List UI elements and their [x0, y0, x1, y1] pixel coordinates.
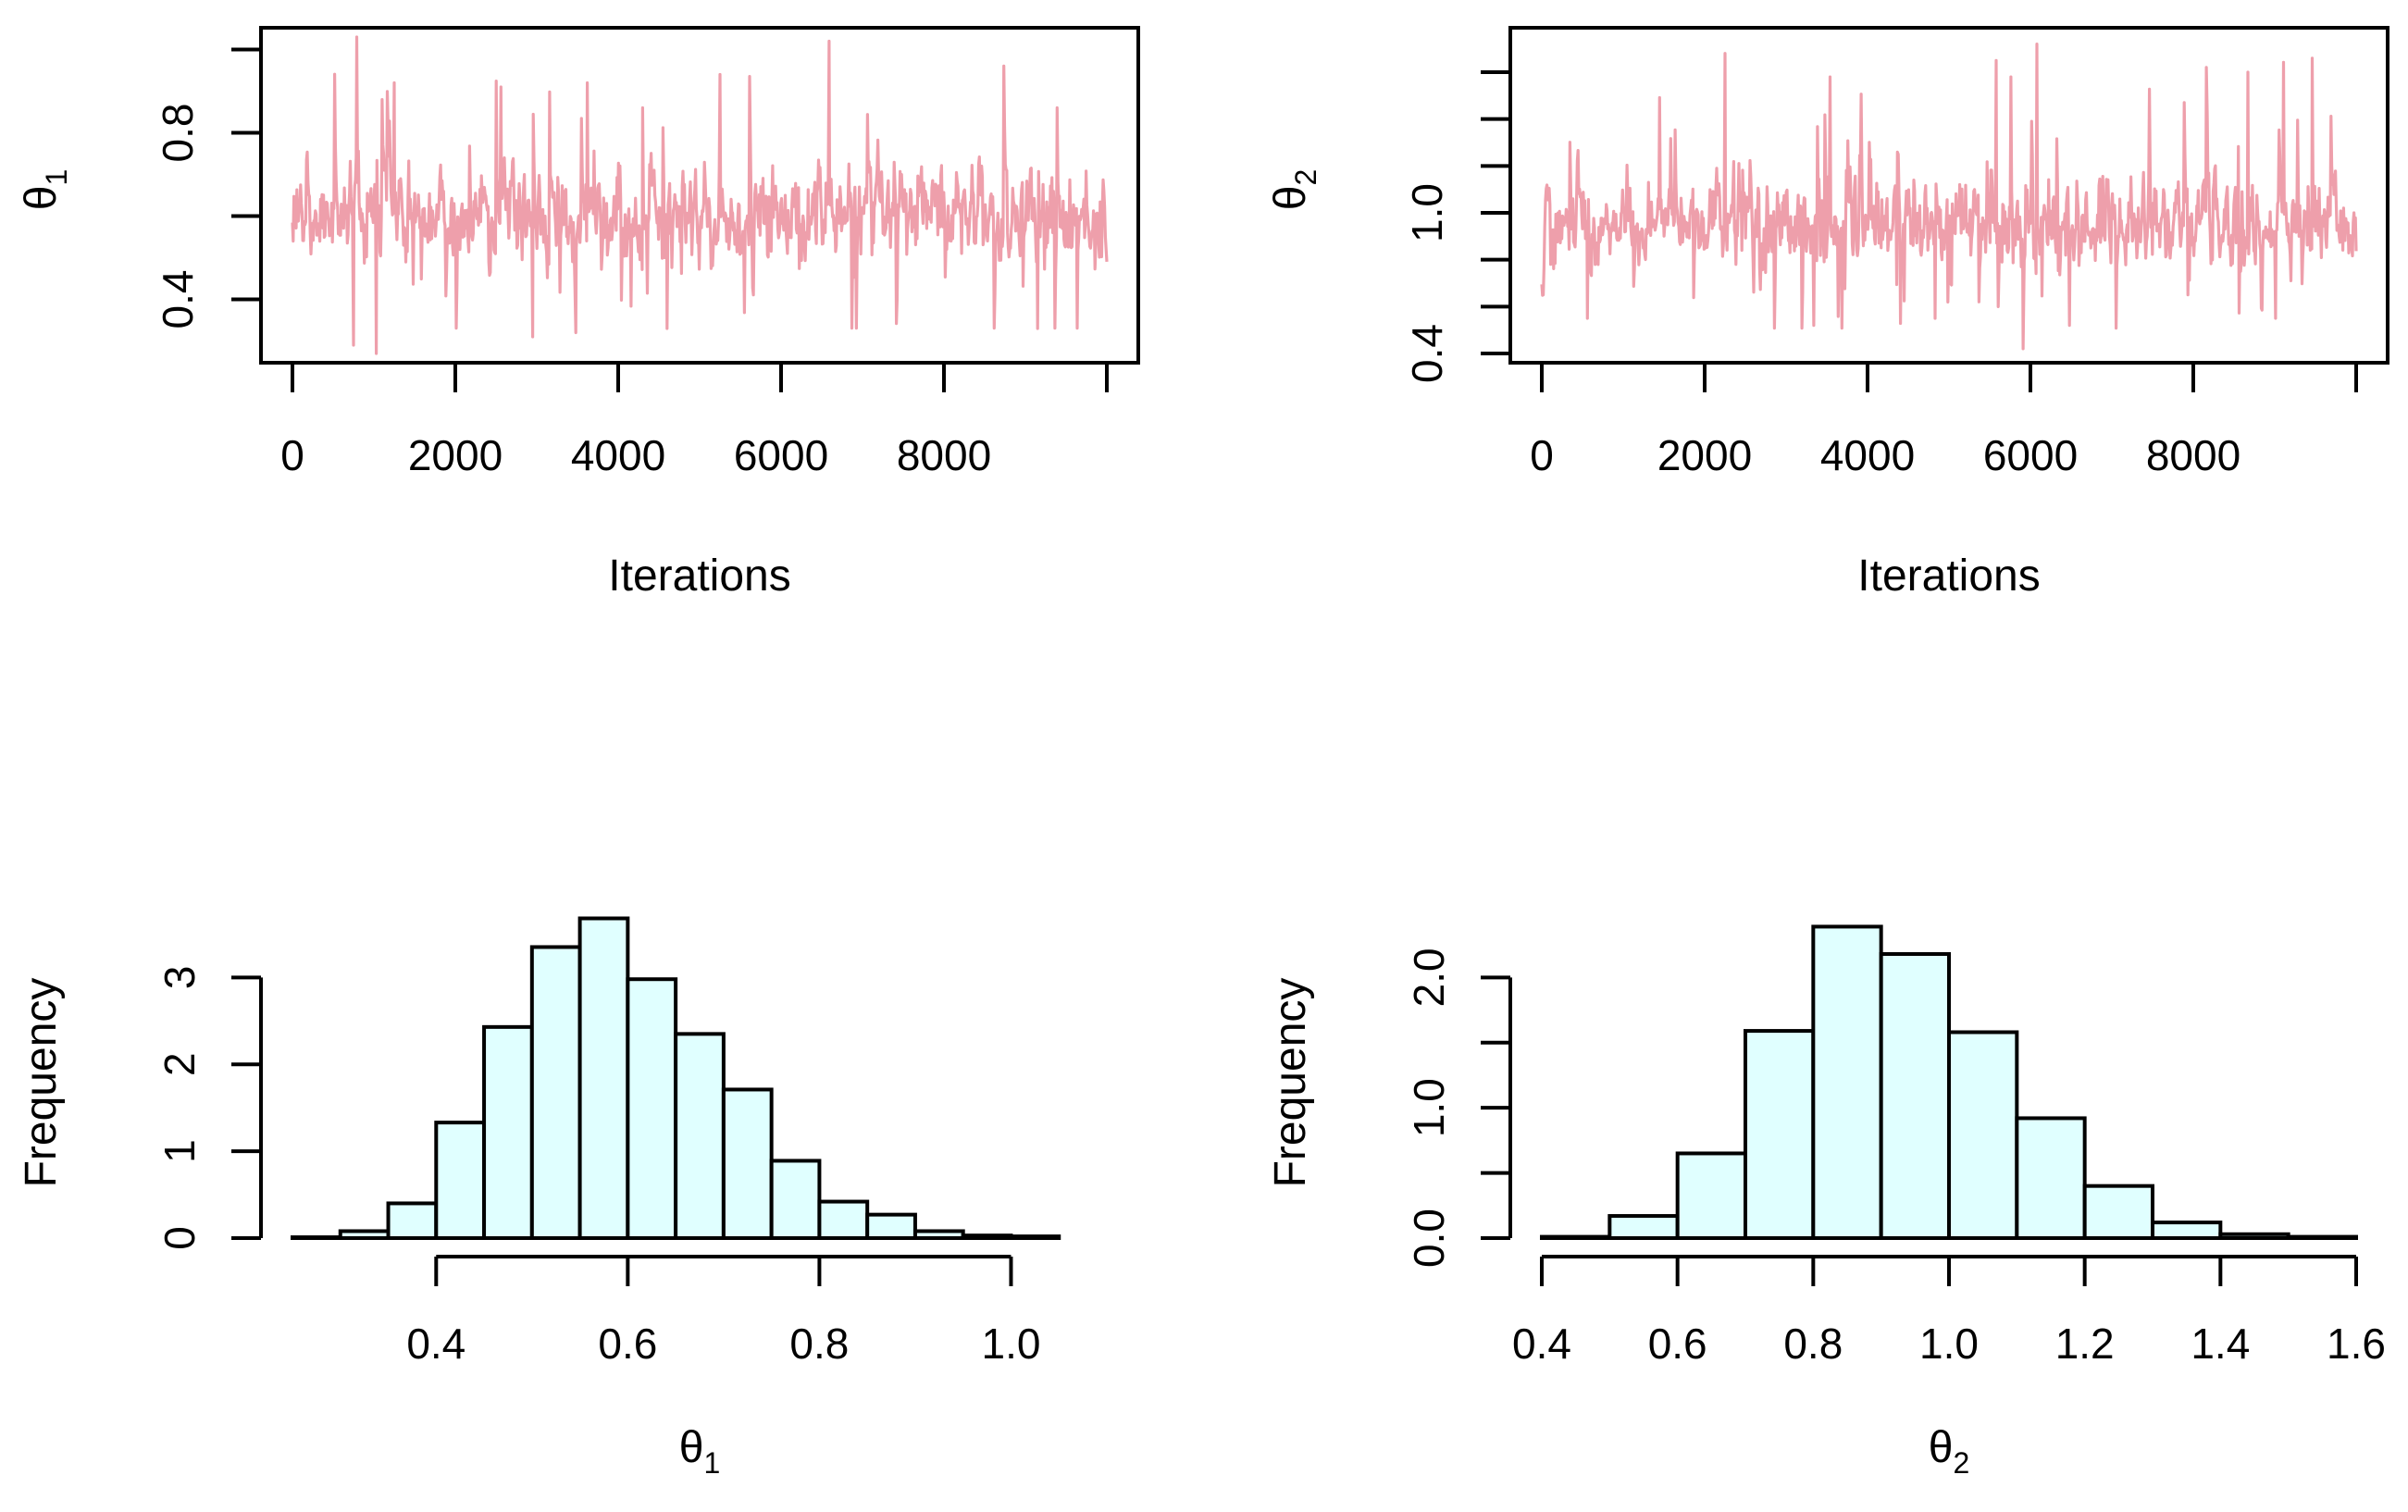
histogram-bar: [434, 1121, 487, 1241]
histogram-bar: [2218, 1232, 2290, 1241]
trace-plot-2: [1481, 26, 2389, 392]
x-tick-label: 0.4: [406, 1320, 465, 1368]
y-axis-label-symbol: θ: [1266, 186, 1315, 211]
x-tick-label: 2000: [1657, 431, 1752, 479]
x-tick-label: 0.6: [598, 1320, 657, 1368]
x-axis-label-symbol: θ: [1929, 1423, 1954, 1472]
x-tick-label: 2000: [408, 431, 503, 479]
y-tick-label: 0.8: [154, 104, 202, 163]
histogram-bar: [674, 1032, 726, 1240]
histogram-bar: [626, 977, 678, 1240]
y-tick-label: 1.0: [1403, 183, 1451, 242]
y-tick-label: 0.0: [1405, 1208, 1453, 1268]
x-tick-label: 0.8: [789, 1320, 849, 1368]
histogram-bar: [529, 945, 582, 1240]
x-tick-label: 1.0: [1919, 1320, 1979, 1368]
y-tick-label: 1.0: [1405, 1078, 1453, 1137]
histogram-bar: [1607, 1214, 1680, 1241]
x-tick-label: 4000: [1820, 431, 1915, 479]
trace-plot-1: [231, 26, 1140, 392]
x-tick-label: 1.6: [2327, 1320, 2386, 1368]
x-tick-label: 4000: [571, 431, 665, 479]
histogram-bar: [865, 1212, 917, 1241]
y-tick-label: 3: [155, 966, 204, 990]
x-tick-label: 0.4: [1512, 1320, 1571, 1368]
x-axis-label-subscript: 1: [703, 1446, 720, 1480]
x-axis-label: θ1: [679, 1423, 721, 1480]
histogram-bar: [2015, 1116, 2087, 1241]
histogram-bar: [1675, 1151, 1747, 1241]
x-tick-label: 0.6: [1648, 1320, 1707, 1368]
y-axis-label: θ1: [17, 169, 73, 211]
histogram-bar: [1811, 924, 1883, 1240]
y-tick-label: 0.4: [154, 270, 202, 329]
histogram-bar: [1744, 1029, 1816, 1240]
x-tick-label: 6000: [1983, 431, 2078, 479]
y-axis-label-symbol: θ: [17, 186, 66, 211]
x-axis-label-symbol: θ: [679, 1423, 704, 1472]
x-tick-label: 0.8: [1783, 1320, 1843, 1368]
histogram-bar: [338, 1229, 391, 1241]
x-tick-label: 1.2: [2055, 1320, 2115, 1368]
histogram-bar: [482, 1024, 534, 1240]
x-tick-label: 8000: [2146, 431, 2240, 479]
histogram-bar: [2286, 1234, 2359, 1241]
y-tick-label: 1: [155, 1139, 204, 1163]
y-axis-label-subscript: 2: [1289, 169, 1322, 186]
histogram-bar: [2151, 1221, 2223, 1240]
x-tick-label: 1.4: [2191, 1320, 2250, 1368]
y-tick-label: 2.0: [1405, 948, 1453, 1007]
x-tick-label: 8000: [897, 431, 991, 479]
x-axis-label: Iterations: [1857, 552, 2040, 601]
y-tick-label: 0.4: [1403, 324, 1451, 383]
x-tick-label: 0: [280, 431, 304, 479]
x-axis-label-subscript: 2: [1953, 1446, 1969, 1480]
histogram-bar: [721, 1087, 774, 1240]
histogram-2: [1481, 924, 2359, 1286]
histogram-bar: [1879, 951, 1951, 1240]
histogram-bar: [961, 1233, 1013, 1241]
histogram-bar: [817, 1199, 870, 1240]
y-tick-label: 2: [155, 1052, 204, 1076]
histogram-1: [231, 916, 1061, 1286]
x-axis-label: Iterations: [608, 552, 790, 601]
y-axis-label: θ2: [1266, 169, 1322, 211]
y-axis-label: Frequency: [1266, 978, 1315, 1188]
histogram-bar: [1947, 1030, 2019, 1240]
x-tick-label: 0: [1530, 431, 1554, 479]
x-tick-label: 1.0: [981, 1320, 1040, 1368]
histogram-bar: [1540, 1234, 1612, 1241]
histogram-bar: [577, 916, 630, 1240]
trace-line-theta1: [291, 35, 1109, 355]
histogram-bar: [291, 1235, 342, 1241]
histogram-bar: [769, 1159, 822, 1240]
histogram-bar: [2082, 1184, 2155, 1240]
y-tick-label: 0: [155, 1226, 204, 1250]
x-tick-label: 6000: [734, 431, 828, 479]
y-axis-label: Frequency: [17, 978, 66, 1188]
y-axis-label-subscript: 1: [40, 169, 73, 186]
histogram-bar: [912, 1229, 965, 1241]
histogram-bar: [1009, 1234, 1061, 1240]
trace-line-theta2: [1540, 43, 2358, 351]
x-axis-label: θ2: [1929, 1423, 1970, 1480]
histogram-bar: [386, 1201, 439, 1241]
